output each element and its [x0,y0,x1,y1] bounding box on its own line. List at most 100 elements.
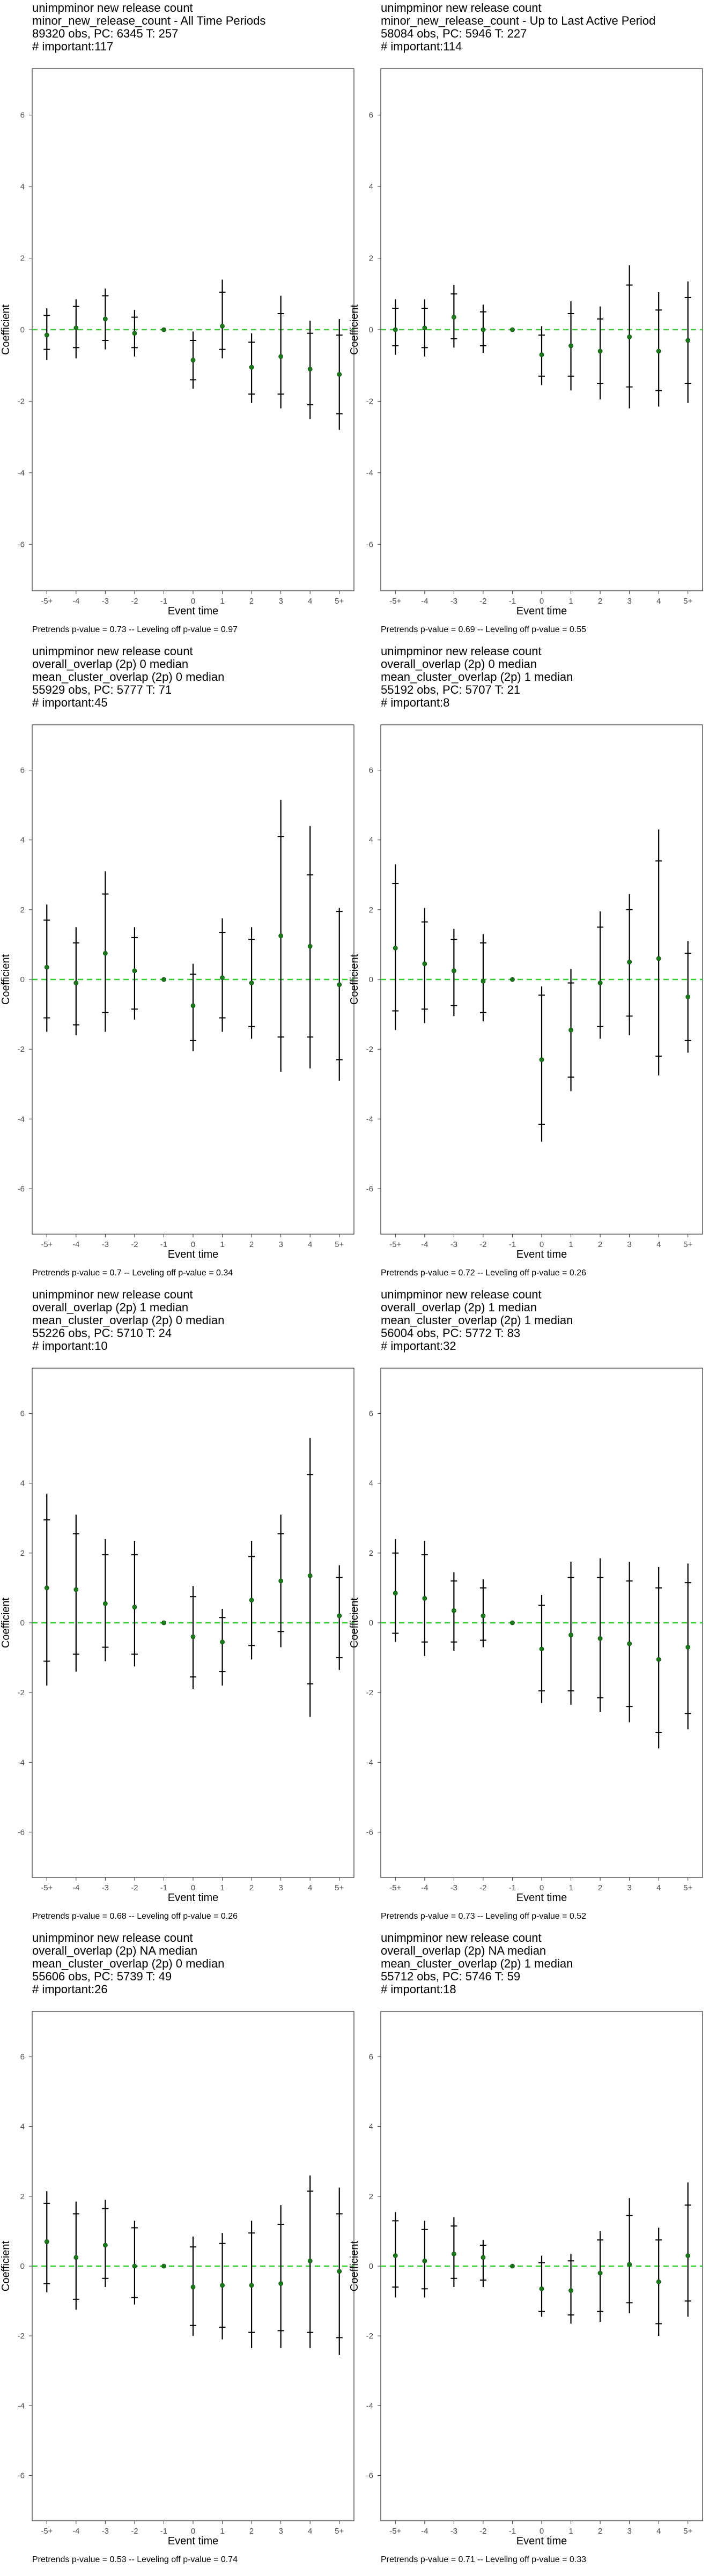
chart-title-line: unimpminor new release count [32,1,193,14]
chart-title-line: overall_overlap (2p) NA median [32,1944,197,1957]
x-axis-label: Event time [168,2535,218,2547]
x-tick-label: -2 [131,2527,138,2536]
chart-panel-3: unimpminor new release countoverall_over… [0,644,354,1278]
x-tick-label: -1 [509,2527,516,2536]
chart-title-line: mean_cluster_overlap (2p) 0 median [32,1313,224,1327]
y-tick-label: -4 [366,2401,373,2410]
x-tick-label: -5+ [41,597,53,606]
chart-title-line: unimpminor new release count [381,1,542,14]
chart-panel-8: unimpminor new release countoverall_over… [349,1931,703,2564]
x-axis-label: Event time [516,1249,567,1260]
coefficient-point [597,1636,603,1641]
y-tick-label: -2 [366,1045,373,1054]
coefficient-point [656,348,661,354]
coefficient-point [132,2263,137,2269]
x-tick-label: 5+ [683,1883,692,1892]
y-tick-label: -4 [366,469,373,478]
y-axis-label: Coefficient [349,2240,360,2291]
x-tick-label: 0 [191,1883,195,1892]
chart-title-line: mean_cluster_overlap (2p) 1 median [381,1313,573,1327]
y-tick-label: -4 [18,1758,25,1767]
x-tick-label: -3 [102,2527,109,2536]
coefficient-point [685,1645,691,1650]
chart-title-line: unimpminor new release count [381,644,542,658]
coefficient-point [307,1573,313,1578]
y-axis-label: Coefficient [349,954,360,1005]
coefficient-point [685,2253,691,2258]
y-tick-label: 2 [369,905,373,915]
chart-title-line: 55226 obs, PC: 5710 T: 24 [32,1326,172,1340]
coefficient-point [102,1601,108,1606]
coefficient-point [539,1646,544,1652]
y-axis-label: Coefficient [349,1597,360,1648]
coefficient-point [249,365,254,370]
coefficient-point [422,325,427,331]
coefficient-point [685,338,691,343]
chart-title-line: # important:114 [381,40,462,53]
coefficient-point [278,933,284,939]
x-tick-label: 1 [220,1240,224,1249]
y-tick-label: 4 [20,1479,25,1488]
chart-title-line: overall_overlap (2p) NA median [381,1944,546,1957]
x-tick-label: 2 [598,1240,602,1249]
coefficient-point [337,2269,342,2274]
y-tick-label: -6 [366,540,373,549]
coefficient-point [102,951,108,956]
x-tick-label: 1 [568,2527,573,2536]
coefficient-point [132,1605,137,1610]
x-tick-label: 0 [540,1883,544,1892]
coefficient-point [481,978,486,984]
x-tick-label: -2 [479,1883,486,1892]
x-axis-label: Event time [516,1892,567,1904]
x-tick-label: 1 [568,1240,573,1249]
coefficient-point [510,2263,515,2269]
chart-title-line: 55929 obs, PC: 5777 T: 71 [32,683,172,696]
x-tick-label: -1 [160,1883,167,1892]
chart-title-line: # important:8 [381,696,449,709]
coefficient-point [161,977,166,982]
x-tick-label: 2 [249,1240,254,1249]
y-tick-label: 6 [20,1409,25,1419]
coefficient-point [451,1608,456,1613]
x-tick-label: 2 [598,597,602,606]
chart-panel-2: unimpminor new release countminor_new_re… [349,1,703,634]
x-tick-label: 2 [598,1883,602,1892]
y-tick-label: -2 [18,1045,25,1054]
x-tick-label: 1 [568,597,573,606]
chart-title-line: 56004 obs, PC: 5772 T: 83 [381,1326,520,1340]
y-tick-label: 2 [369,2192,373,2201]
chart-footer-note: Pretrends p-value = 0.73 -- Leveling off… [381,1912,586,1921]
y-tick-label: -4 [366,1115,373,1124]
x-tick-label: -4 [421,1240,428,1249]
x-tick-label: 3 [627,1240,631,1249]
coefficient-point [220,1639,225,1645]
y-tick-label: 6 [369,2053,373,2062]
x-axis-label: Event time [168,1892,218,1904]
coefficient-point [510,1620,515,1625]
x-tick-label: 1 [568,1883,573,1892]
y-tick-label: 2 [20,1549,25,1558]
x-tick-label: -2 [131,1883,138,1892]
y-tick-label: -2 [18,397,25,406]
y-tick-label: -2 [366,1688,373,1697]
chart-footer-note: Pretrends p-value = 0.7 -- Leveling off … [32,1268,233,1278]
x-axis-label: Event time [516,605,567,617]
coefficient-point [627,1641,632,1646]
coefficient-point [568,2288,573,2293]
x-tick-label: 0 [540,1240,544,1249]
chart-title-line: mean_cluster_overlap (2p) 1 median [381,670,573,684]
coefficient-point [73,981,79,985]
coefficient-point [190,2284,196,2290]
coefficient-point [393,2253,398,2258]
coefficient-point [422,2258,427,2263]
x-tick-label: 0 [191,2527,195,2536]
x-tick-label: -5+ [41,1240,53,1249]
x-tick-label: 3 [278,2527,283,2536]
x-tick-label: 4 [308,1240,312,1249]
chart-footer-note: Pretrends p-value = 0.69 -- Leveling off… [381,625,586,634]
y-tick-label: -6 [18,2471,25,2480]
x-tick-label: -4 [421,1883,428,1892]
x-tick-label: 4 [656,2527,661,2536]
coefficient-point [161,2263,166,2269]
